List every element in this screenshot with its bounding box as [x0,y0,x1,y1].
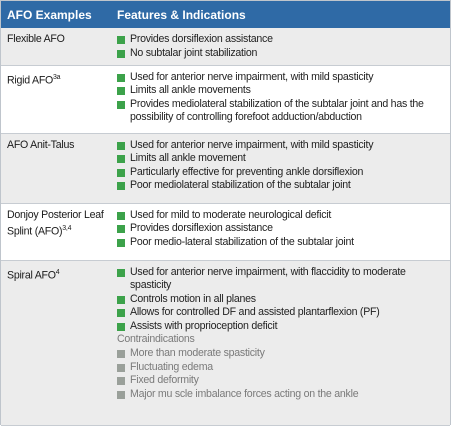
afo-name-cell: Spiral AFO4 [1,260,111,426]
feature-item: Used for anterior nerve impairment, with… [117,71,444,85]
feature-item: Limits all ankle movement [117,152,444,166]
contraindication-item: Fixed deformity [117,374,444,388]
afo-name-cell: Flexible AFO [1,28,111,66]
contraindication-item: Fluctuating edema [117,361,444,375]
header-row: AFO Examples Features & Indications [1,1,450,28]
afo-name-cell: AFO Anit-Talus [1,133,111,204]
reference: 3,4 [62,225,72,233]
afo-name: Rigid AFO [7,74,54,87]
features-cell: Used for anterior nerve impairment, with… [111,65,450,134]
feature-item: Provides dorsiflexion assistance [117,222,444,236]
table-row: Donjoy Posterior Leaf Splint (AFO)3,4 Use… [1,203,450,261]
header-cell: AFO Examples [1,1,111,28]
feature-item: Used for mild to moderate neurological d… [117,209,444,223]
feature-item: Particularly effective for preventing an… [117,166,444,180]
table-row: Rigid AFO3a Used for anterior nerve impai… [1,65,450,134]
contraindication-item: Major mu scle imbalance forces acting on… [117,388,444,402]
table-body: Flexible AFO Provides dorsiflexion assist… [1,28,450,426]
afo-name: Spiral AFO [7,269,56,282]
contraindications-label: Contraindications [117,333,195,346]
features-cell: Used for anterior nerve impairment, with… [111,260,450,426]
feature-item: Limits all ankle movements [117,84,444,98]
feature-item: Provides dorsiflexion assistance [117,33,444,47]
feature-item: Poor medio-lateral stabilization of the … [117,236,444,250]
feature-item: Allows for controlled DF and assisted pl… [117,306,444,320]
afo-name: Donjoy Posterior Leaf Splint (AFO) [7,208,104,238]
feature-item: Assists with proprioception deficit [117,320,444,334]
features-cell: Used for anterior nerve impairment, with… [111,133,450,204]
feature-item: No subtalar joint stabilization [117,47,444,61]
table-row: Flexible AFO Provides dorsiflexion assist… [1,28,450,66]
header-cell: Features & Indications [111,1,450,28]
features-cell: Provides dorsiflexion assistance No subta… [111,28,450,66]
contraindication-item: More than moderate spasticity [117,347,444,361]
afo-name-cell: Donjoy Posterior Leaf Splint (AFO)3,4 [1,203,111,261]
reference: 3a [53,73,61,81]
feature-item: Poor mediolateral stabilization of the s… [117,179,444,193]
features-cell: Used for mild to moderate neurological d… [111,203,450,261]
afo-name: Flexible AFO [7,33,65,45]
feature-item: Provides mediolateral stabilization of t… [117,98,444,125]
table-row: Spiral AFO4 Used for anterior nerve impai… [1,260,450,426]
feature-item: Used for anterior nerve impairment, with… [117,266,444,293]
afo-name-cell: Rigid AFO3a [1,65,111,134]
feature-item: Controls motion in all planes [117,293,444,307]
feature-item: Used for anterior nerve impairment, with… [117,139,444,153]
reference: 4 [55,268,60,276]
afo-name: AFO Anit-Talus [7,138,75,151]
table-row: AFO Anit-Talus Used for anterior nerve im… [1,133,450,204]
